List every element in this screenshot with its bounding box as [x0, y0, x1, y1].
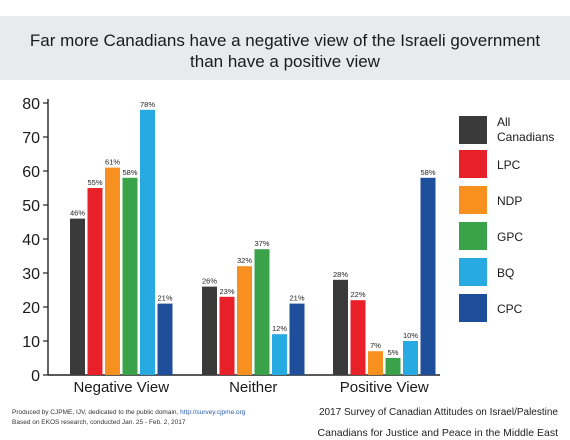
- data-label: 37%: [254, 239, 269, 248]
- y-tick-label: 10: [22, 334, 40, 351]
- legend-cpc-swatch: [459, 294, 487, 322]
- legend-gpc-label: GPC: [497, 230, 523, 244]
- data-label: 61%: [105, 158, 120, 167]
- y-tick-label: 50: [22, 198, 40, 215]
- chart-title-line-1: Far more Canadians have a negative view …: [29, 31, 541, 50]
- footer-credits: Produced by CJPME, IJV, dedicated to the…: [12, 408, 245, 428]
- footer-research-text: Based on EKOS research, conducted Jan. 2…: [12, 419, 186, 426]
- data-label: 58%: [420, 168, 435, 177]
- data-label: 78%: [140, 100, 155, 109]
- bar-all-canadians: [70, 218, 85, 375]
- y-tick-label: 40: [22, 232, 40, 249]
- y-tick-label: 30: [22, 266, 40, 283]
- legend-cpc-label: CPC: [497, 302, 523, 316]
- bar-gpc: [385, 358, 401, 375]
- data-label: 21%: [157, 294, 172, 303]
- bar-gpc: [254, 249, 270, 375]
- chart-title: Far more Canadians have a negative view …: [0, 30, 570, 72]
- survey-name: 2017 Survey of Canadian Attitudes on Isr…: [318, 407, 558, 418]
- title-band: [0, 16, 570, 80]
- legend-ndp-label: NDP: [497, 194, 522, 208]
- category-label: Negative View: [73, 379, 169, 396]
- data-label: 10%: [403, 331, 418, 340]
- y-tick-label: 60: [22, 164, 40, 181]
- legend-all-canadians-label-line-2: Canadians: [497, 130, 554, 144]
- legend-all-canadians-label: All: [497, 115, 510, 129]
- bar-ndp: [368, 351, 383, 375]
- footer-produced-text: Produced by CJPME, IJV, dedicated to the…: [12, 409, 181, 416]
- bar-cpc: [289, 303, 305, 375]
- bar-cpc: [420, 177, 436, 375]
- bar-lpc: [219, 296, 235, 375]
- legend-lpc-label: LPC: [497, 158, 521, 172]
- data-label: 7%: [370, 341, 381, 350]
- survey-link[interactable]: http://survey.cjpme.org: [180, 409, 246, 416]
- legend-all-canadians-swatch: [459, 116, 487, 144]
- legend-ndp-swatch: [459, 186, 487, 214]
- data-label: 22%: [350, 290, 365, 299]
- data-label: 28%: [333, 270, 348, 279]
- y-tick-label: 70: [22, 130, 40, 147]
- bar-bq: [403, 341, 418, 375]
- category-label: Neither: [229, 379, 277, 396]
- bar-all-canadians: [333, 279, 348, 375]
- bar-all-canadians: [202, 286, 217, 375]
- legend-lpc-swatch: [459, 150, 487, 178]
- organization-name: Canadians for Justice and Peace in the M…: [317, 427, 558, 439]
- chart-title-line-2: than have a positive view: [190, 52, 380, 71]
- legend-bq-swatch: [459, 258, 487, 286]
- data-label: 58%: [122, 168, 137, 177]
- legend-bq-label: BQ: [497, 266, 514, 280]
- bar-cpc: [157, 303, 173, 375]
- bar-bq: [140, 109, 155, 376]
- y-tick-label: 80: [22, 96, 40, 113]
- data-label: 46%: [70, 209, 85, 218]
- bar-gpc: [122, 177, 138, 375]
- data-label: 55%: [87, 178, 102, 187]
- data-label: 26%: [202, 277, 217, 286]
- bar-ndp: [237, 266, 252, 375]
- bar-lpc: [87, 188, 103, 375]
- data-label: 23%: [219, 287, 234, 296]
- data-label: 32%: [237, 256, 252, 265]
- y-tick-label: 0: [31, 368, 40, 385]
- data-label: 5%: [388, 348, 399, 357]
- y-tick-label: 20: [22, 300, 40, 317]
- bar-lpc: [350, 300, 366, 375]
- data-label: 12%: [272, 324, 287, 333]
- category-label: Positive View: [340, 379, 429, 396]
- legend-gpc-swatch: [459, 222, 487, 250]
- bar-ndp: [105, 167, 120, 375]
- bar-bq: [272, 334, 287, 375]
- data-label: 21%: [289, 294, 304, 303]
